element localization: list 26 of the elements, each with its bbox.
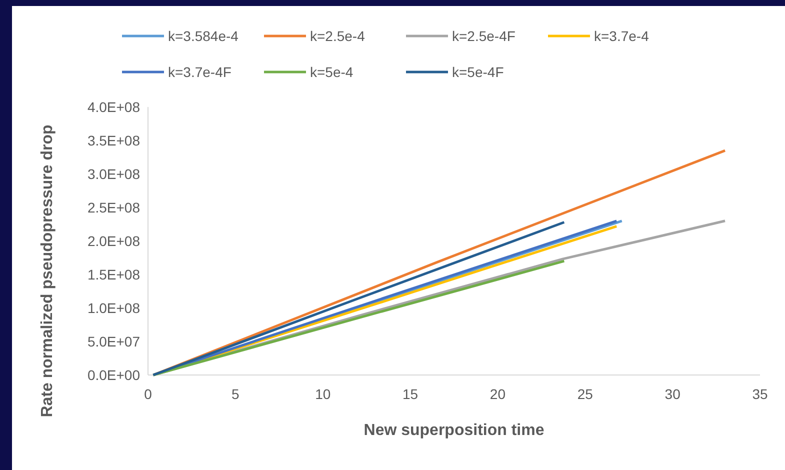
x-tick-label: 30: [664, 386, 681, 402]
y-tick-label: 2.5E+08: [87, 199, 140, 216]
y-tick-label: 1.0E+08: [87, 300, 140, 316]
x-tick-label: 0: [144, 386, 152, 402]
legend-label: k=5e-4F: [452, 64, 504, 80]
legend-label: k=2.5e-4F: [452, 28, 516, 44]
y-axis-title: Rate normalized pseudopressure drop: [39, 124, 56, 418]
y-tick-label: 0.0E+00: [87, 366, 140, 383]
x-tick-label: 20: [490, 386, 506, 402]
x-tick-label: 15: [402, 386, 418, 402]
y-tick-label: 4.0E+08: [87, 98, 140, 115]
legend-label: k=5e-4: [310, 64, 354, 80]
legend-label: k=3.7e-4F: [168, 64, 232, 80]
x-tick-label: 25: [577, 386, 594, 402]
y-tick-label: 3.0E+08: [87, 166, 140, 182]
y-tick-label: 3.5E+08: [87, 132, 140, 148]
y-tick-label: 5.0E+07: [87, 333, 140, 350]
x-tick-label: 10: [315, 386, 331, 402]
y-tick-label: 2.0E+08: [87, 232, 140, 249]
legend-label: k=2.5e-4: [310, 28, 366, 44]
x-tick-label: 5: [232, 386, 240, 402]
x-axis-title: New superposition time: [364, 422, 544, 439]
legend-label: k=3.7e-4: [594, 28, 650, 44]
x-tick-label: 35: [752, 386, 768, 402]
legend-label: k=3.584e-4: [168, 28, 239, 44]
y-tick-label: 1.5E+08: [87, 266, 140, 282]
